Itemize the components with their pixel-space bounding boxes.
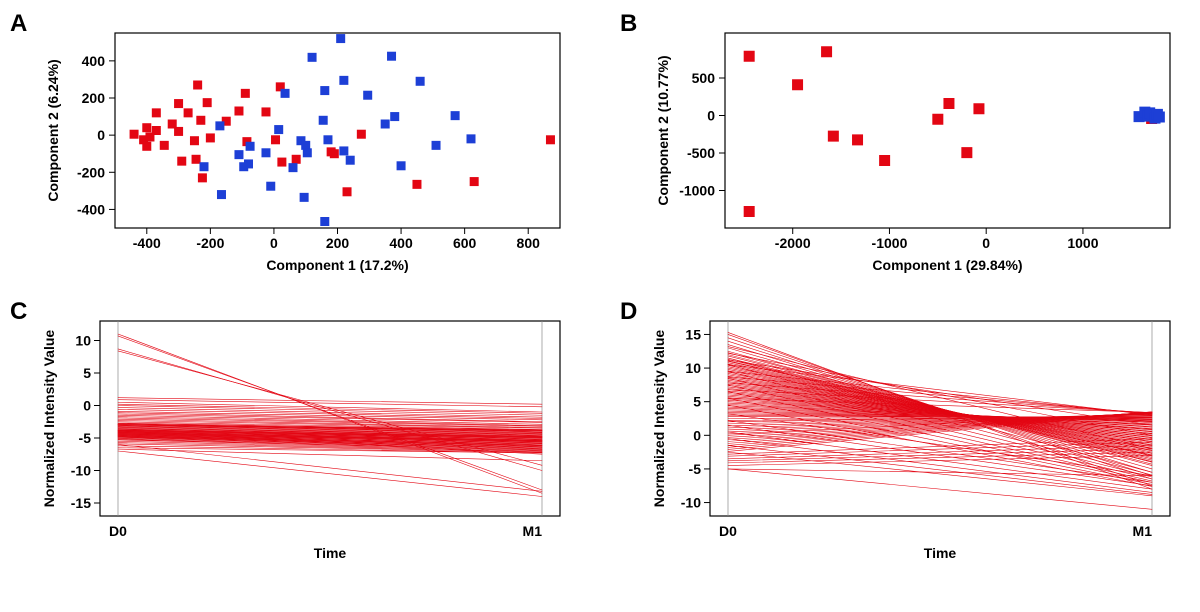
panel-label-c: C <box>10 298 27 326</box>
panel-b: B -2000 -1000 0 1000 -1000 -500 0 500 Component … <box>620 10 1190 278</box>
svg-text:-10: -10 <box>71 463 91 479</box>
svg-text:-1000: -1000 <box>872 235 908 251</box>
svg-text:10: 10 <box>685 360 701 376</box>
svg-text:Time: Time <box>314 545 347 561</box>
svg-text:0: 0 <box>97 127 105 143</box>
svg-text:10: 10 <box>75 333 91 349</box>
svg-text:0: 0 <box>270 235 278 251</box>
svg-text:0: 0 <box>83 398 91 414</box>
svg-text:Component 1 (17.2%): Component 1 (17.2%) <box>266 257 408 273</box>
line-chart-c: -15 -10 -5 0 5 10 D0 M1 Time Normalized Intensity… <box>40 306 570 566</box>
panel-c: C -15 -10 -5 0 5 10 D0 M1 Time Normalized Intensi… <box>10 298 580 566</box>
line-chart-d: -10 -5 0 5 10 15 D0 M1 Time Normalized Intensity … <box>650 306 1180 566</box>
svg-text:400: 400 <box>389 235 413 251</box>
svg-text:Time: Time <box>924 545 957 561</box>
svg-text:D0: D0 <box>719 523 737 539</box>
svg-text:-1000: -1000 <box>679 183 715 199</box>
svg-text:-10: -10 <box>681 495 701 511</box>
svg-text:0: 0 <box>982 235 990 251</box>
svg-text:-200: -200 <box>77 164 105 180</box>
svg-text:15: 15 <box>685 326 701 342</box>
svg-text:-400: -400 <box>133 235 161 251</box>
svg-text:800: 800 <box>517 235 541 251</box>
svg-text:Component 2 (10.77%): Component 2 (10.77%) <box>655 55 671 205</box>
panel-label-d: D <box>620 298 637 326</box>
panel-label-b: B <box>620 10 637 38</box>
svg-text:200: 200 <box>326 235 350 251</box>
svg-text:600: 600 <box>453 235 477 251</box>
svg-text:Component 1 (29.84%): Component 1 (29.84%) <box>872 257 1022 273</box>
svg-text:-2000: -2000 <box>775 235 811 251</box>
figure-grid: A -400-2000200400600800-400-2000200400Co… <box>10 10 1190 566</box>
scatter-chart-b: -2000 -1000 0 1000 -1000 -500 0 500 Component 1 … <box>650 18 1180 278</box>
svg-text:0: 0 <box>707 108 715 124</box>
svg-text:D0: D0 <box>109 523 127 539</box>
svg-text:Normalized Intensity Value: Normalized Intensity Value <box>41 330 57 508</box>
svg-text:400: 400 <box>82 53 106 69</box>
svg-text:5: 5 <box>693 394 701 410</box>
svg-text:-200: -200 <box>196 235 224 251</box>
svg-text:-500: -500 <box>687 145 715 161</box>
svg-text:M1: M1 <box>523 523 543 539</box>
svg-text:0: 0 <box>693 427 701 443</box>
svg-text:200: 200 <box>82 90 106 106</box>
svg-text:-15: -15 <box>71 495 91 511</box>
svg-text:M1: M1 <box>1133 523 1153 539</box>
svg-text:Component 2 (6.24%): Component 2 (6.24%) <box>45 59 61 201</box>
panel-label-a: A <box>10 10 27 38</box>
svg-text:Normalized Intensity Value: Normalized Intensity Value <box>651 330 667 508</box>
svg-text:-5: -5 <box>79 430 92 446</box>
svg-text:-400: -400 <box>77 201 105 217</box>
scatter-chart-a: -400 -200 0 200 400 600 800 -400 -200 0 200 400 Comp… <box>40 18 570 278</box>
panel-a: A -400 -200 0 200 400 600 800 -400 -200 0 200 400 Co… <box>10 10 580 278</box>
svg-text:500: 500 <box>692 70 716 86</box>
svg-text:5: 5 <box>83 365 91 381</box>
panel-d: D -10 -5 0 5 10 15 D0 M1 Time Normalized Intensit… <box>620 298 1190 566</box>
svg-text:1000: 1000 <box>1067 235 1098 251</box>
svg-text:-5: -5 <box>689 461 702 477</box>
